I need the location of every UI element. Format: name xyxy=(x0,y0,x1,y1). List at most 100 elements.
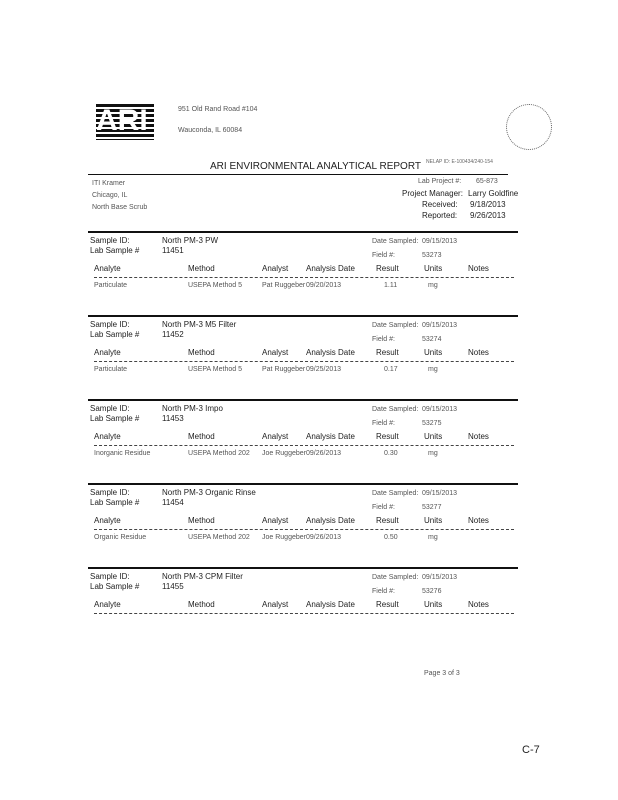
lab-project-value: 65-873 xyxy=(476,178,498,185)
column-header: Analysis Date xyxy=(306,264,355,273)
header-underline xyxy=(94,445,514,447)
column-header: Notes xyxy=(468,348,489,357)
date-sampled-label: Date Sampled: xyxy=(372,574,419,581)
table-cell: Organic Residue xyxy=(94,534,147,541)
client-site: North Base Scrub xyxy=(92,204,148,211)
table-cell: 0.17 xyxy=(384,366,398,373)
column-header: Method xyxy=(188,264,215,273)
table-cell: 09/20/2013 xyxy=(306,282,342,289)
table-cell: 0.30 xyxy=(384,450,398,457)
ari-logo: ARI xyxy=(96,104,154,140)
header-underline xyxy=(94,277,514,279)
project-manager-value: Larry Goldfine xyxy=(468,189,519,198)
table-cell: 1.11 xyxy=(384,282,398,289)
column-header: Analyst xyxy=(262,600,289,609)
column-header: Notes xyxy=(468,600,489,609)
certification-id: NELAP ID: E-100434/240-154 xyxy=(426,159,493,165)
sample-id-value: North PM-3 Organic Rinse xyxy=(162,488,256,497)
sample-id-value: North PM-3 Impo xyxy=(162,404,223,413)
sample-id-label: Sample ID: xyxy=(90,320,130,329)
sample-id-label: Sample ID: xyxy=(90,488,130,497)
field-label: Field #: xyxy=(372,588,395,595)
column-header: Analyte xyxy=(94,432,121,441)
address-line1: 951 Old Rand Road #104 xyxy=(178,106,258,113)
column-header: Notes xyxy=(468,516,489,525)
field-label: Field #: xyxy=(372,252,395,259)
page-number: Page 3 of 3 xyxy=(424,670,460,677)
column-header: Analyte xyxy=(94,600,121,609)
lab-sample-label: Lab Sample # xyxy=(90,414,140,423)
field-label: Field #: xyxy=(372,420,395,427)
date-sampled-label: Date Sampled: xyxy=(372,322,419,329)
date-sampled-label: Date Sampled: xyxy=(372,490,419,497)
table-cell: USEPA Method 202 xyxy=(188,534,250,541)
table-cell: USEPA Method 5 xyxy=(188,282,242,289)
project-manager-label: Project Manager: xyxy=(402,189,463,198)
certification-seal-icon xyxy=(506,104,552,150)
table-cell: 09/26/2013 xyxy=(306,534,342,541)
reported-value: 9/26/2013 xyxy=(470,211,506,220)
sample-block: Sample ID: North PM-3 Impo Lab Sample # … xyxy=(0,399,618,483)
sample-block: Sample ID: North PM-3 Organic Rinse Lab … xyxy=(0,483,618,567)
column-header: Notes xyxy=(468,432,489,441)
column-header: Units xyxy=(424,516,443,525)
column-header: Analyte xyxy=(94,516,121,525)
sample-block: Sample ID: North PM-3 PW Lab Sample # 11… xyxy=(0,231,618,315)
table-cell: mg xyxy=(428,534,438,541)
date-sampled-value: 09/15/2013 xyxy=(422,574,458,581)
section-divider xyxy=(88,567,518,569)
date-sampled-value: 09/15/2013 xyxy=(422,406,458,413)
table-cell: Joe Ruggeber xyxy=(262,534,306,541)
lab-sample-value: 11452 xyxy=(162,330,184,339)
date-sampled-label: Date Sampled: xyxy=(372,238,419,245)
lab-sample-label: Lab Sample # xyxy=(90,246,140,255)
client-city: Chicago, IL xyxy=(92,192,128,199)
date-sampled-value: 09/15/2013 xyxy=(422,322,458,329)
received-label: Received: xyxy=(422,200,458,209)
section-divider xyxy=(88,231,518,233)
received-value: 9/18/2013 xyxy=(470,200,506,209)
field-label: Field #: xyxy=(372,336,395,343)
field-value: 53276 xyxy=(422,588,442,595)
lab-sample-value: 11454 xyxy=(162,498,184,507)
column-header: Analyst xyxy=(262,432,289,441)
sample-id-value: North PM-3 M5 Filter xyxy=(162,320,237,329)
lab-sample-value: 11453 xyxy=(162,414,184,423)
table-cell: USEPA Method 5 xyxy=(188,366,242,373)
column-header: Result xyxy=(376,600,399,609)
sample-id-value: North PM-3 PW xyxy=(162,236,219,245)
header-underline xyxy=(94,361,514,363)
field-value: 53277 xyxy=(422,504,442,511)
date-sampled-value: 09/15/2013 xyxy=(422,490,458,497)
table-cell: Pat Ruggeber xyxy=(262,282,306,289)
lab-sample-label: Lab Sample # xyxy=(90,498,140,507)
section-divider xyxy=(88,483,518,485)
column-header: Analysis Date xyxy=(306,516,355,525)
address-line2: Wauconda, IL 60084 xyxy=(178,127,243,134)
column-header: Analyte xyxy=(94,348,121,357)
lab-sample-label: Lab Sample # xyxy=(90,330,140,339)
table-cell: mg xyxy=(428,282,438,289)
column-header: Units xyxy=(424,600,443,609)
table-cell: mg xyxy=(428,450,438,457)
column-header: Analyte xyxy=(94,264,121,273)
field-value: 53273 xyxy=(422,252,442,259)
table-cell: 0.50 xyxy=(384,534,398,541)
table-cell: Particulate xyxy=(94,366,128,373)
table-cell: Particulate xyxy=(94,282,128,289)
column-header: Units xyxy=(424,348,443,357)
column-header: Units xyxy=(424,264,443,273)
column-header: Analysis Date xyxy=(306,432,355,441)
lab-sample-value: 11451 xyxy=(162,246,184,255)
sample-id-label: Sample ID: xyxy=(90,404,130,413)
table-cell: 09/25/2013 xyxy=(306,366,342,373)
column-header: Analyst xyxy=(262,516,289,525)
column-header: Units xyxy=(424,432,443,441)
field-value: 53275 xyxy=(422,420,442,427)
field-value: 53274 xyxy=(422,336,442,343)
table-cell: Joe Ruggeber xyxy=(262,450,306,457)
table-cell: 09/26/2013 xyxy=(306,450,342,457)
client-name: ITI Kramer xyxy=(92,180,126,187)
column-header: Analysis Date xyxy=(306,600,355,609)
